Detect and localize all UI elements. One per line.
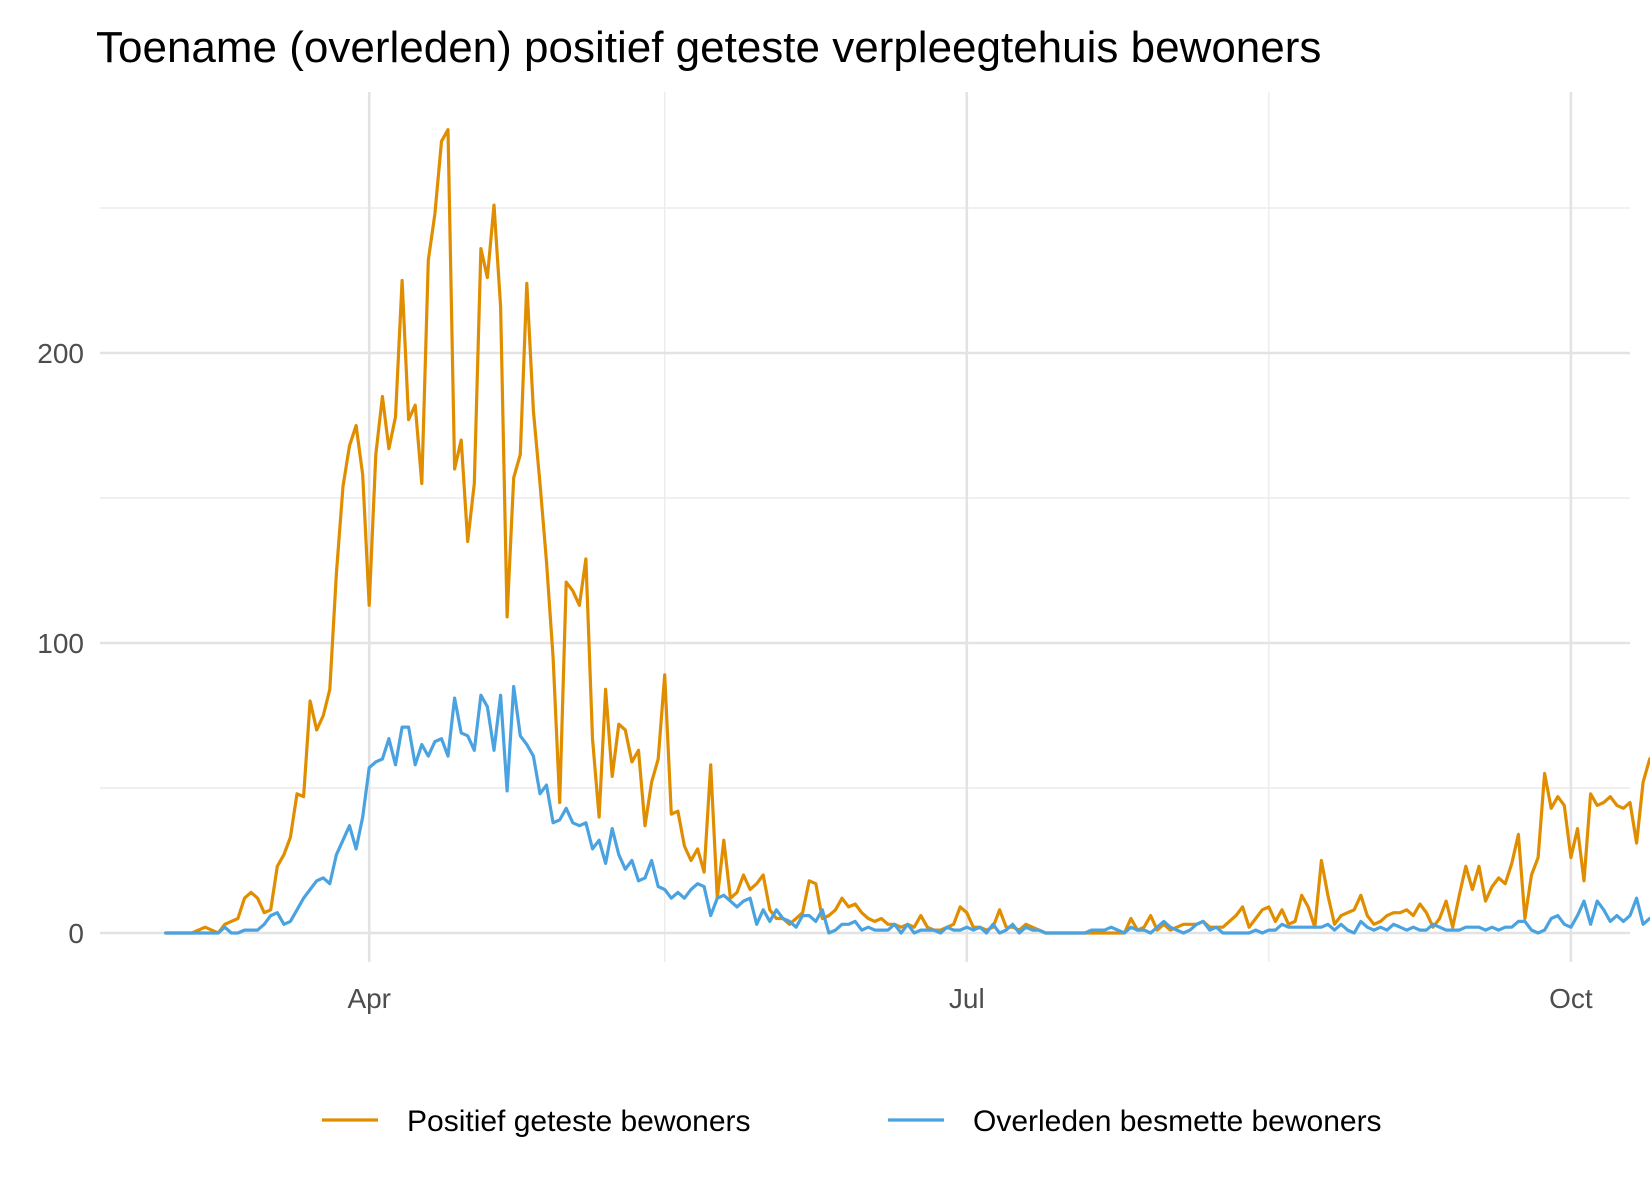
chart-title: Toename (overleden) positief geteste ver… [96, 23, 1321, 72]
series-line-overleden [164, 684, 1650, 935]
y-axis-tick-labels: 0 100 200 [37, 338, 84, 949]
x-tick-label: Oct [1549, 983, 1593, 1014]
x-axis-tick-labels: Apr Jul Oct [347, 983, 1592, 1014]
x-tick-label: Jul [949, 983, 985, 1014]
y-tick-label: 0 [68, 918, 84, 949]
legend-label-positief: Positief geteste bewoners [407, 1105, 751, 1138]
x-tick-label: Apr [347, 983, 391, 1014]
legend: Positief geteste bewoners Overleden besm… [322, 1105, 1382, 1138]
grid [100, 92, 1630, 962]
y-tick-label: 100 [37, 628, 84, 659]
y-tick-label: 200 [37, 338, 84, 369]
series-lines [164, 128, 1650, 935]
series-line-positief [164, 128, 1650, 935]
legend-label-overleden: Overleden besmette bewoners [973, 1105, 1382, 1138]
